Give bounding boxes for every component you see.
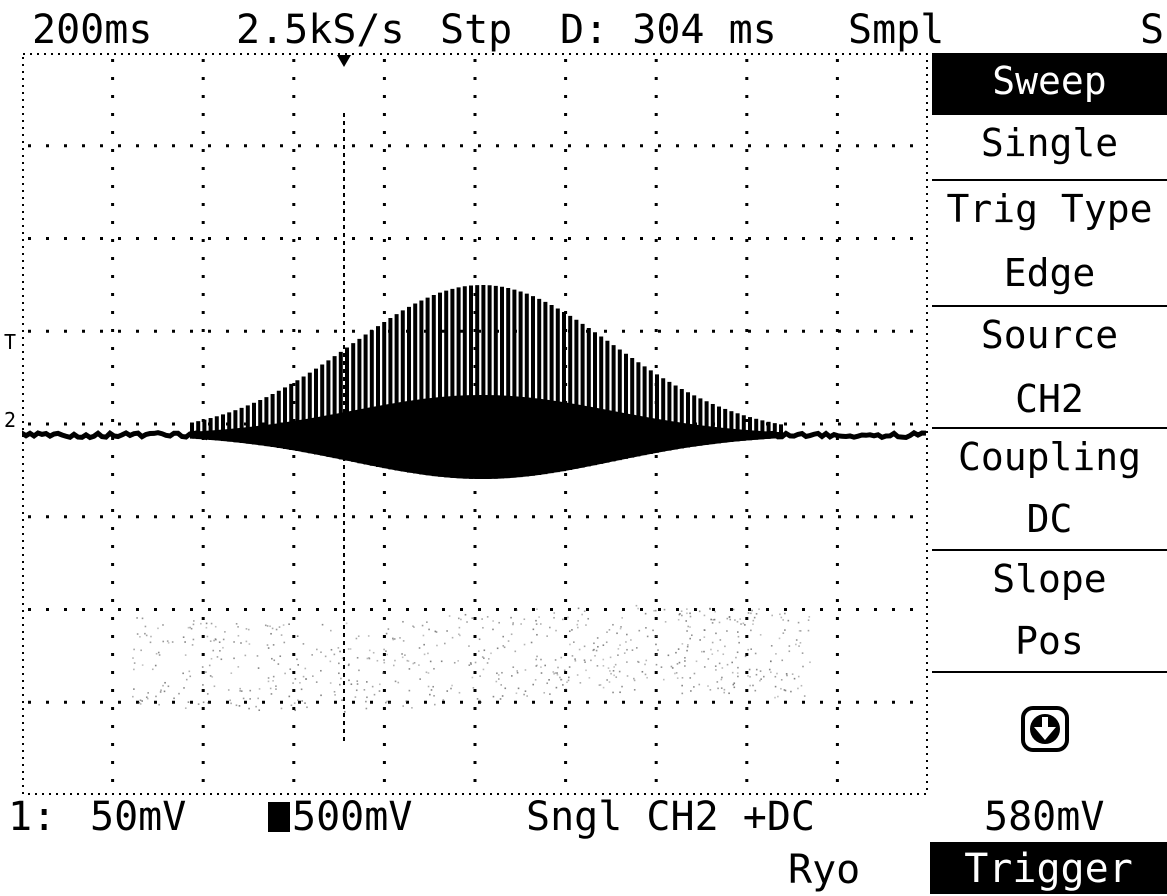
ch2-indicator-icon [268,802,290,832]
ch2-scale-readout: 500mV [292,794,413,840]
menu-item-trig-type[interactable]: Trig Type [932,179,1167,239]
header-corner-text: S [1140,7,1165,53]
trigger-menu-tab[interactable]: Trigger [930,842,1167,894]
user-label: Ryo [788,847,861,893]
menu-item-slope[interactable]: Slope [932,549,1167,609]
trigger-level-marker: T [4,330,17,354]
ch1-noise-trace [132,604,811,713]
sample-rate-readout: 2.5kS/s [236,7,405,53]
graticule-border [22,53,928,795]
menu-item-edge[interactable]: Edge [1003,251,1096,295]
run-state-readout: Stp [440,7,513,53]
menu-item-single[interactable]: Single [932,113,1167,173]
ch1-label: 1: [8,794,57,840]
trigger-info-readout: Sngl CH2 +DC [526,794,815,840]
menu-item-ch2[interactable]: CH2 [1015,377,1084,421]
acquisition-mode-readout: Smpl [848,7,945,53]
delay-readout: D: 304 ms [560,7,777,53]
menu-item-pos[interactable]: Pos [1015,619,1084,663]
timebase-readout: 200ms [32,7,153,53]
menu-divider [932,671,1167,673]
ch2-burst-waveform [190,285,783,479]
ch2-baseline [22,429,927,441]
ch1-scale-readout: 50mV [90,794,187,840]
menu-item-dc[interactable]: DC [1026,497,1073,541]
waveform-graticule [22,53,928,795]
trigger-level-readout: 580mV [984,794,1105,840]
down-arrow-circle-icon[interactable] [1020,705,1070,753]
menu-item-coupling[interactable]: Coupling [932,427,1167,487]
menu-item-sweep[interactable]: Sweep [932,53,1167,113]
menu-item-source[interactable]: Source [932,305,1167,365]
ch2-ground-marker: 2 [4,408,17,432]
trigger-position-arrow [337,55,351,67]
